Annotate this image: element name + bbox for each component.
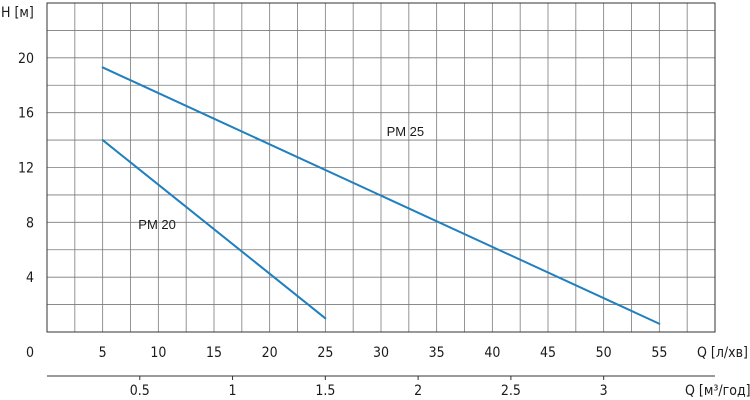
secondary-x-tick-label: 1.5 (315, 383, 335, 399)
secondary-x-axis-title: Q [м³/год] (685, 383, 750, 399)
x-tick-label: 40 (484, 345, 500, 361)
y-tick-label: 12 (18, 161, 34, 177)
secondary-x-tick-label: 3 (600, 383, 608, 399)
series-lines: PM 25 PM 20 (101, 66, 661, 325)
secondary-x-tick-labels: 0.5 1 1.5 2 2.5 3 (130, 376, 608, 399)
secondary-x-tick-label: 2 (414, 383, 422, 399)
x-tick-labels: 0 5 10 15 20 25 30 35 40 45 50 55 (26, 345, 667, 361)
x-tick-label: 15 (206, 345, 222, 361)
series-label: PM 20 (138, 217, 176, 232)
x-tick-label: 20 (262, 345, 278, 361)
x-tick-label: 45 (540, 345, 556, 361)
y-tick-label: 16 (18, 106, 34, 122)
x-tick-label: 30 (373, 345, 389, 361)
secondary-x-tick-label: 2.5 (501, 383, 521, 399)
x-tick-label: 35 (429, 345, 445, 361)
series-label: PM 25 (387, 124, 425, 139)
x-tick-label: 25 (317, 345, 333, 361)
y-tick-labels: 4 8 12 16 20 (18, 51, 34, 286)
y-tick-label: 20 (18, 51, 34, 67)
y-tick-label: 8 (26, 215, 34, 231)
y-axis-title: H [м] (1, 5, 34, 21)
y-tick-label: 4 (26, 270, 34, 286)
x-tick-label: 5 (99, 345, 107, 361)
plot-frame (46, 2, 716, 333)
x-tick-label: 0 (26, 345, 34, 361)
series-line-pm-20 (101, 139, 327, 320)
series-line-pm-25 (101, 66, 661, 325)
x-tick-label: 10 (150, 345, 166, 361)
x-axis-title: Q [л/хв] (697, 345, 748, 361)
grid (47, 3, 715, 332)
x-tick-label: 55 (651, 345, 667, 361)
secondary-x-tick-label: 0.5 (130, 383, 150, 399)
x-tick-label: 50 (596, 345, 612, 361)
secondary-x-tick-label: 1 (229, 383, 237, 399)
